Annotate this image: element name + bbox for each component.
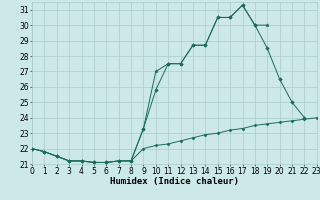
X-axis label: Humidex (Indice chaleur): Humidex (Indice chaleur) [110, 177, 239, 186]
